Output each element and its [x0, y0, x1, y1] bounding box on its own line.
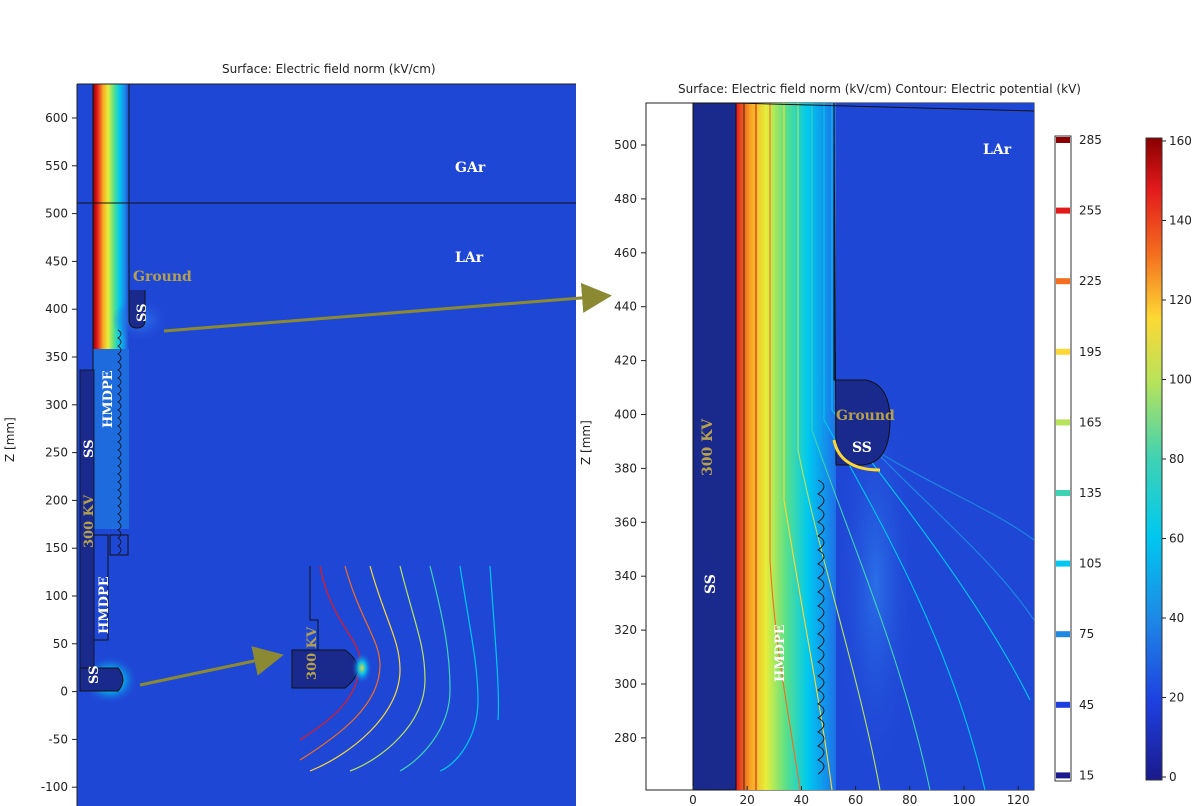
kv-label-left: 300 KV	[82, 494, 97, 548]
left-y-tick-label: 300	[45, 398, 68, 412]
contour-colorbar-tick-label: 15	[1079, 768, 1094, 782]
ss-label-middle-left: SS	[82, 440, 97, 459]
contour-colorbar-tick-label: 75	[1079, 627, 1094, 641]
surface-colorbar-tick-label: 140	[1169, 214, 1192, 228]
left-y-tick-label: 0	[60, 685, 68, 699]
left-plot-title: Surface: Electric field norm (kV/cm)	[222, 62, 436, 76]
right-x-ticks: 0 20 40 60 80 100 120	[689, 786, 1030, 806]
ground-label-left: Ground	[133, 269, 192, 285]
left-y-tick-label: 200	[45, 493, 68, 507]
ss-label-middle-right: SS	[703, 574, 719, 594]
left-y-tick-label: 450	[45, 254, 68, 268]
surface-colorbar-tick-label: 160	[1169, 134, 1192, 148]
surface-colorbar-tick-label: 60	[1169, 532, 1184, 546]
surface-colorbar: 160 140 120 100 80 60 40 20 0	[1145, 134, 1192, 784]
right-y-tick-label: 500	[614, 138, 637, 152]
left-y-axis-label: Z [mm]	[3, 417, 17, 462]
right-y-tick-label: 300	[614, 677, 637, 691]
surface-colorbar-tick-label: 120	[1169, 293, 1192, 307]
right-corrugated-insulator	[817, 479, 825, 775]
contour-level-swatch	[1056, 348, 1070, 355]
left-y-tick-label: 150	[45, 541, 68, 555]
right-y-tick-label: 320	[614, 623, 637, 637]
inset-zoom: 300 KV	[291, 565, 502, 772]
surface-colorbar-tick-label: 0	[1169, 770, 1177, 784]
contour-colorbar-tick-label: 45	[1079, 698, 1094, 712]
left-y-ticks: 600550500450400350300250200150100500-50-…	[41, 111, 77, 794]
right-x-tick-label: 0	[689, 793, 697, 806]
corrugated-insulator	[117, 329, 122, 555]
contour-level-swatch	[1056, 772, 1070, 779]
right-y-tick-label: 360	[614, 515, 637, 529]
ss-label-top-right: SS	[852, 440, 872, 456]
contour-level-swatch	[1056, 137, 1070, 143]
surface-colorbar-tick-label: 40	[1169, 611, 1184, 625]
contour-level-swatch	[1056, 701, 1070, 708]
left-y-tick-label: 600	[45, 111, 68, 125]
right-y-tick-label: 380	[614, 461, 637, 475]
surface-colorbar-tick-label: 80	[1169, 452, 1184, 466]
right-x-tick-label: 20	[740, 793, 755, 806]
contour-colorbar-tick-label: 285	[1079, 133, 1102, 147]
right-y-tick-label: 340	[614, 569, 637, 583]
contour-level-swatch	[1056, 490, 1070, 496]
right-plot: LAr Ground SS 300 KV SS HMDPE Z [mm] 500…	[579, 102, 1035, 806]
lar-label-left: LAr	[455, 250, 484, 266]
right-y-tick-label: 460	[614, 246, 637, 260]
right-y-tick-label: 440	[614, 300, 637, 314]
lar-label-right: LAr	[983, 142, 1012, 158]
kv-label-right: 300 KV	[700, 418, 716, 476]
inset-arrow	[139, 646, 284, 687]
contour-colorbar-tick-label: 225	[1079, 274, 1102, 288]
right-plot-title: Surface: Electric field norm (kV/cm) Con…	[678, 82, 1081, 96]
right-y-tick-label: 400	[614, 408, 637, 422]
surface-colorbar-tick-label: 20	[1169, 691, 1184, 705]
left-y-tick-label: 550	[45, 159, 68, 173]
contour-colorbar-tick-label: 135	[1079, 486, 1102, 500]
zoom-arrow	[163, 282, 612, 333]
right-x-tick-label: 120	[1007, 793, 1030, 806]
contour-level-swatch	[1056, 560, 1070, 567]
right-ground-electrode	[833, 102, 891, 466]
right-x-tick-label: 80	[902, 793, 917, 806]
left-y-tick-label: 50	[53, 637, 68, 651]
right-y-axis-label: Z [mm]	[579, 420, 593, 465]
surface-colorbar-tick-label: 100	[1169, 373, 1192, 387]
right-y-ticks: 500 480 460 440 420 400 380 360 340 320 300 280	[614, 138, 646, 745]
contour-colorbar-tick-label: 255	[1079, 204, 1102, 218]
inset-kv-label: 300 KV	[305, 626, 320, 680]
contour-colorbar: 285 255 225 195 165 135 105 75 45 15	[1054, 133, 1102, 782]
left-y-tick-label: 250	[45, 446, 68, 460]
right-y-tick-label: 480	[614, 192, 637, 206]
contour-colorbar-tick-label: 195	[1079, 345, 1102, 359]
ss-label-top-left: SS	[135, 304, 150, 323]
contour-level-swatch	[1056, 278, 1070, 285]
contour-level-swatch	[1056, 419, 1070, 426]
right-y-tick-label: 280	[614, 731, 637, 745]
ss-label-bottom-left: SS	[87, 666, 102, 685]
hmdpe-label-upper: HMDPE	[101, 370, 116, 428]
left-y-tick-label: -100	[41, 780, 68, 794]
ground-label-right: Ground	[836, 408, 895, 424]
left-plot: 300 KV GAr LAr Ground SS HMDPE SS 300 KV…	[3, 83, 612, 806]
right-x-tick-label: 60	[848, 793, 863, 806]
left-y-tick-label: 100	[45, 589, 68, 603]
left-y-tick-label: 350	[45, 350, 68, 364]
gar-label: GAr	[455, 160, 486, 176]
left-y-tick-label: 400	[45, 302, 68, 316]
contour-level-swatch	[1056, 631, 1070, 638]
hmdpe-label-right: HMDPE	[773, 624, 788, 682]
left-y-tick-label: 500	[45, 207, 68, 221]
hmdpe-label-lower: HMDPE	[97, 576, 112, 634]
right-x-tick-label: 40	[794, 793, 809, 806]
left-y-tick-label: -50	[48, 732, 68, 746]
contour-colorbar-tick-label: 105	[1079, 557, 1102, 571]
right-y-tick-label: 420	[614, 354, 637, 368]
contour-level-swatch	[1056, 207, 1070, 214]
right-x-tick-label: 100	[953, 793, 976, 806]
contour-colorbar-tick-label: 165	[1079, 415, 1102, 429]
right-field-hot-region	[736, 103, 836, 790]
